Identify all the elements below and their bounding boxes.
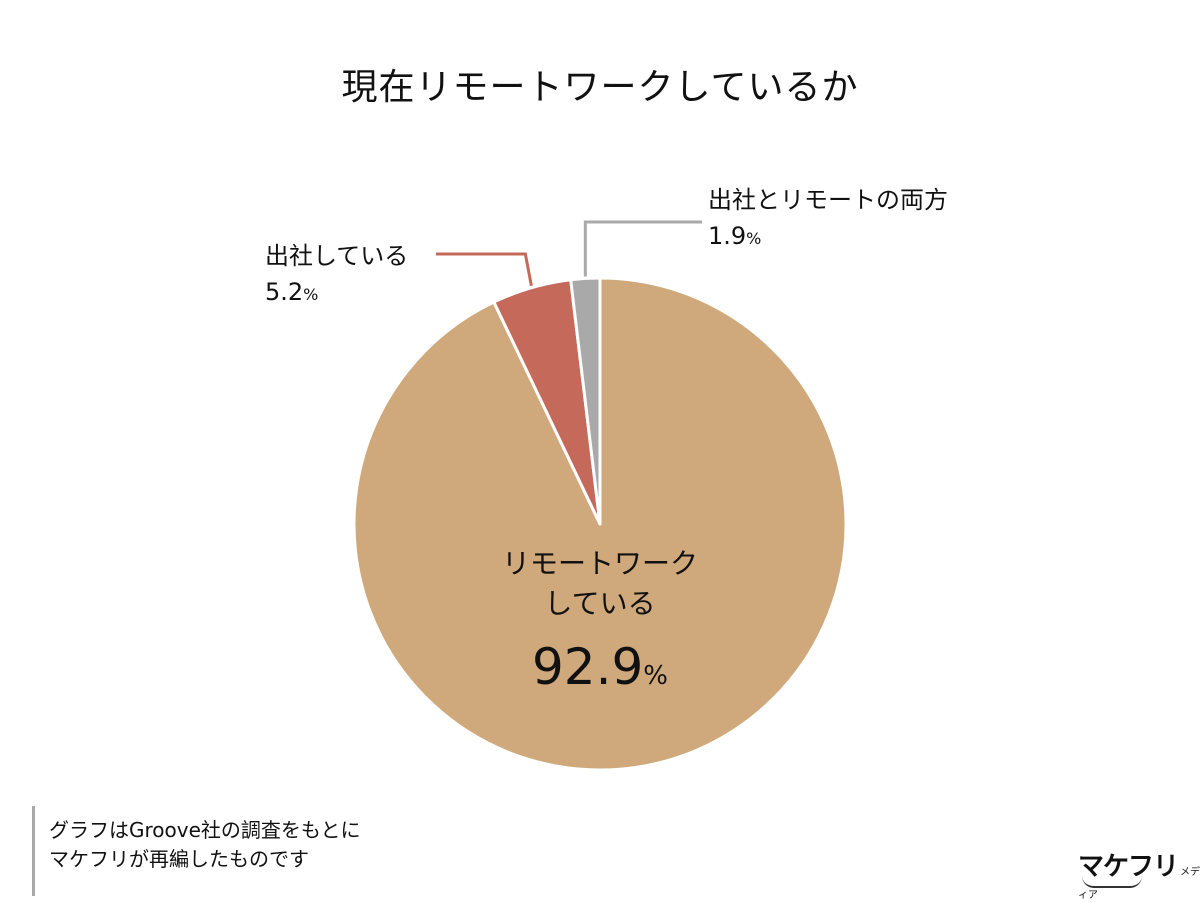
leader-line-both: [583, 220, 702, 277]
brand-logo: マケフリ メディア: [1078, 846, 1200, 902]
brand-sub: メディア: [1078, 867, 1200, 901]
brand-smile-mark: [1082, 876, 1142, 888]
label-remote-line1: リモートワーク: [501, 547, 698, 580]
slice-both: [569, 276, 602, 526]
chart-title: 現在リモートワークしているか: [341, 67, 859, 108]
label-remote-value: 92.9%: [531, 638, 669, 696]
source-note: グラフはGroove社の調査をもとに マケフリが再編したものです: [32, 806, 361, 896]
label-remote-line2: している: [544, 587, 656, 620]
label-both-name: 出社とリモートの両方: [708, 186, 948, 214]
label-office-value: 5.2%: [265, 278, 319, 306]
label-both: 出社とリモートの両方 1.9%: [708, 182, 948, 257]
leader-line-office: [436, 252, 533, 287]
source-note-line1: グラフはGroove社の調査をもとに: [49, 818, 361, 842]
label-remote: リモートワーク している 92.9%: [400, 544, 800, 711]
source-note-line2: マケフリが再編したものです: [49, 847, 309, 871]
label-office: 出社している 5.2%: [265, 238, 408, 313]
label-office-name: 出社している: [265, 242, 409, 270]
label-both-value: 1.9%: [708, 222, 762, 250]
